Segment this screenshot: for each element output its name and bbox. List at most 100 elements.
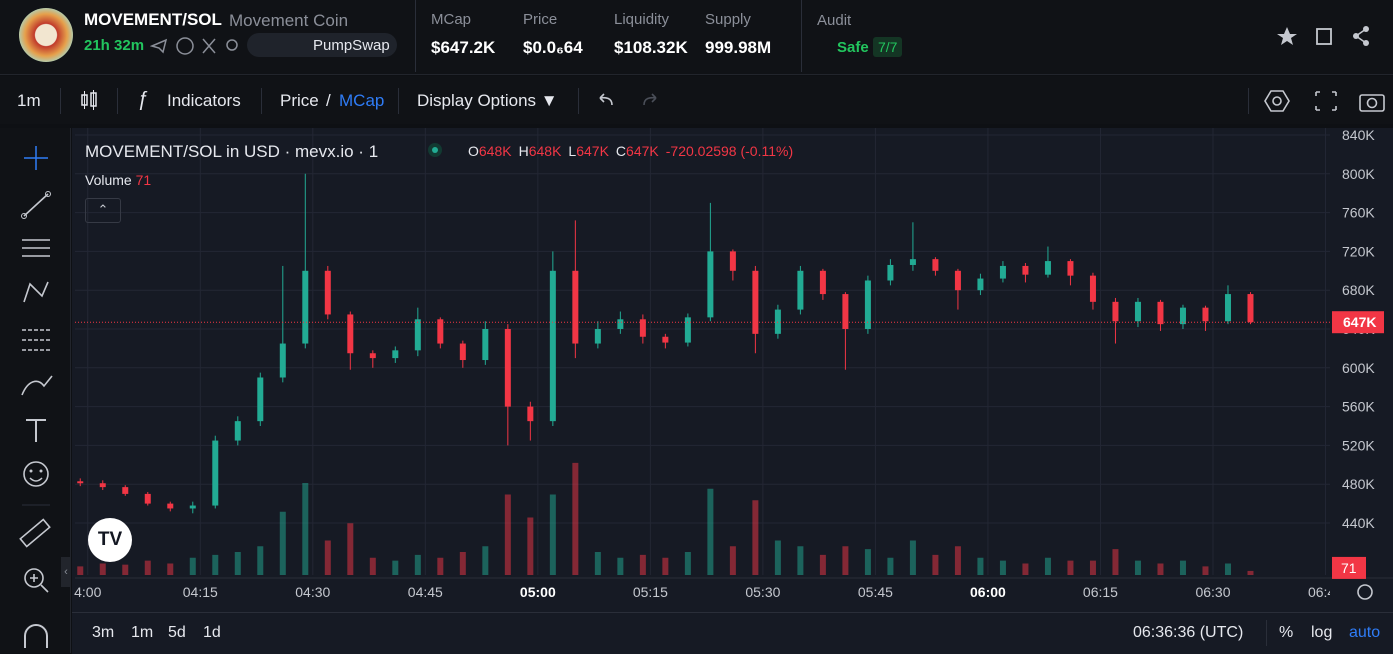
- volume-bar: [504, 494, 511, 575]
- price-axis: [1330, 128, 1393, 607]
- fx-icon[interactable]: ƒ: [137, 88, 149, 110]
- interval-button[interactable]: 1m: [17, 91, 41, 110]
- candle-body: [729, 251, 736, 271]
- candle-body: [347, 314, 354, 354]
- candle-body: [77, 481, 84, 484]
- volume-bar: [684, 552, 691, 575]
- volume-bar: [932, 554, 939, 575]
- collapse-button[interactable]: ⌃: [85, 198, 121, 223]
- token-name: Movement Coin: [229, 11, 349, 30]
- candle-body: [639, 319, 646, 337]
- candle-body: [527, 406, 534, 422]
- volume-bar: [1134, 560, 1141, 575]
- volume-bar: [617, 557, 624, 575]
- candle-body: [707, 251, 714, 318]
- candle-body: [954, 270, 961, 291]
- volume-bar: [797, 546, 804, 575]
- volume-bar: [347, 523, 354, 575]
- candle-body: [1157, 301, 1164, 325]
- volume-bar: [1247, 570, 1254, 575]
- log-toggle[interactable]: log: [1311, 624, 1333, 641]
- volume-bar: [99, 563, 106, 575]
- current-price-box: [1332, 311, 1384, 334]
- side-collapse[interactable]: ‹: [61, 557, 71, 587]
- volume-bar: [414, 554, 421, 575]
- ohlc-value: 648K: [528, 143, 562, 159]
- y-tick-label: 800K: [1342, 166, 1375, 182]
- candle-body: [414, 319, 421, 351]
- volume-bar: [369, 557, 376, 575]
- y-tick-label: 760K: [1342, 205, 1375, 221]
- percent-toggle[interactable]: %: [1279, 624, 1294, 641]
- x-tick-label: 05:15: [633, 584, 668, 600]
- header-actions[interactable]: [1275, 24, 1375, 48]
- chart-actions[interactable]: [1264, 88, 1388, 114]
- volume-bar: [1179, 560, 1186, 575]
- candle-body: [99, 483, 106, 488]
- volume-bar: [527, 517, 534, 575]
- volume-bar: [774, 540, 781, 575]
- candle-type-icon[interactable]: [78, 89, 100, 111]
- x-tick-label: 04:45: [408, 584, 443, 600]
- mcap-toggle[interactable]: MCap: [339, 91, 385, 110]
- range-button[interactable]: 1m: [131, 624, 154, 641]
- range-button[interactable]: 1d: [203, 624, 221, 641]
- y-tick-label: 520K: [1342, 437, 1375, 453]
- utc-clock: 06:36:36 (UTC): [1133, 624, 1244, 641]
- x-tick-label: 04:15: [183, 584, 218, 600]
- candle-body: [324, 270, 331, 315]
- volume-bar: [234, 552, 241, 575]
- tradingview-logo[interactable]: TV: [88, 518, 132, 562]
- candle-body: [1224, 294, 1231, 322]
- range-button[interactable]: 5d: [168, 624, 186, 641]
- display-options[interactable]: Display Options ▼: [417, 91, 558, 110]
- indicators-button[interactable]: Indicators: [167, 91, 241, 110]
- ohlc-value: 647K: [576, 143, 609, 159]
- volume-bar: [977, 557, 984, 575]
- volume-bar: [752, 500, 759, 575]
- candle-body: [887, 264, 894, 281]
- header: [0, 0, 1393, 75]
- undo-redo[interactable]: [596, 90, 666, 112]
- pair-name: MOVEMENT/SOL: [84, 10, 222, 29]
- volume-bar: [1089, 560, 1096, 575]
- price-toggle[interactable]: Price: [280, 91, 319, 110]
- volume-bar: [482, 546, 489, 575]
- auto-toggle[interactable]: auto: [1349, 624, 1381, 641]
- volume-bar: [324, 540, 331, 575]
- candles: [77, 173, 1254, 575]
- stat-value: $108.32K: [614, 38, 688, 57]
- volume-bar: [1202, 566, 1209, 575]
- divider: [261, 88, 262, 114]
- dex-badge[interactable]: [247, 33, 397, 57]
- ohlc-key: H: [518, 143, 529, 159]
- token-logo[interactable]: [19, 8, 73, 62]
- volume-bar: [167, 563, 174, 575]
- volume-bar: [77, 566, 84, 575]
- candle-body: [1067, 261, 1074, 276]
- y-tick-label: 480K: [1342, 476, 1375, 492]
- divider: [801, 0, 802, 72]
- audit-link[interactable]: Audit: [817, 12, 852, 29]
- chart-toolbar: [0, 76, 1393, 124]
- volume-legend: Volume 71: [85, 172, 151, 188]
- y-tick-label: 720K: [1342, 243, 1375, 259]
- volume-bar: [122, 564, 129, 575]
- volume-bar: [1044, 557, 1051, 575]
- social-icons[interactable]: [150, 36, 240, 56]
- stat-label: Supply: [705, 11, 751, 28]
- candle-body: [302, 270, 309, 344]
- candle-body: [572, 270, 579, 344]
- x-tick-label: 06:00: [970, 584, 1006, 600]
- candle-body: [864, 280, 871, 329]
- drawing-tools[interactable]: [16, 140, 56, 650]
- x-tick-label: 05:00: [520, 584, 556, 600]
- candle-body: [594, 328, 601, 344]
- y-tick-label: 680K: [1342, 282, 1375, 298]
- candle-body: [279, 343, 286, 378]
- volume-bar: [707, 488, 714, 575]
- volume-bar: [279, 511, 286, 575]
- x-tick-label: 05:30: [745, 584, 780, 600]
- range-button[interactable]: 3m: [92, 624, 115, 641]
- candle-body: [1112, 301, 1119, 322]
